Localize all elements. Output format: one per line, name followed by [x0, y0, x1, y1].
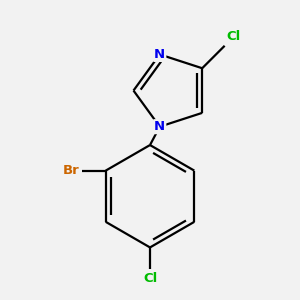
Text: Br: Br [63, 164, 80, 177]
Text: N: N [154, 120, 165, 133]
Text: Cl: Cl [143, 272, 157, 285]
Text: Cl: Cl [226, 30, 241, 44]
Text: N: N [154, 48, 165, 61]
